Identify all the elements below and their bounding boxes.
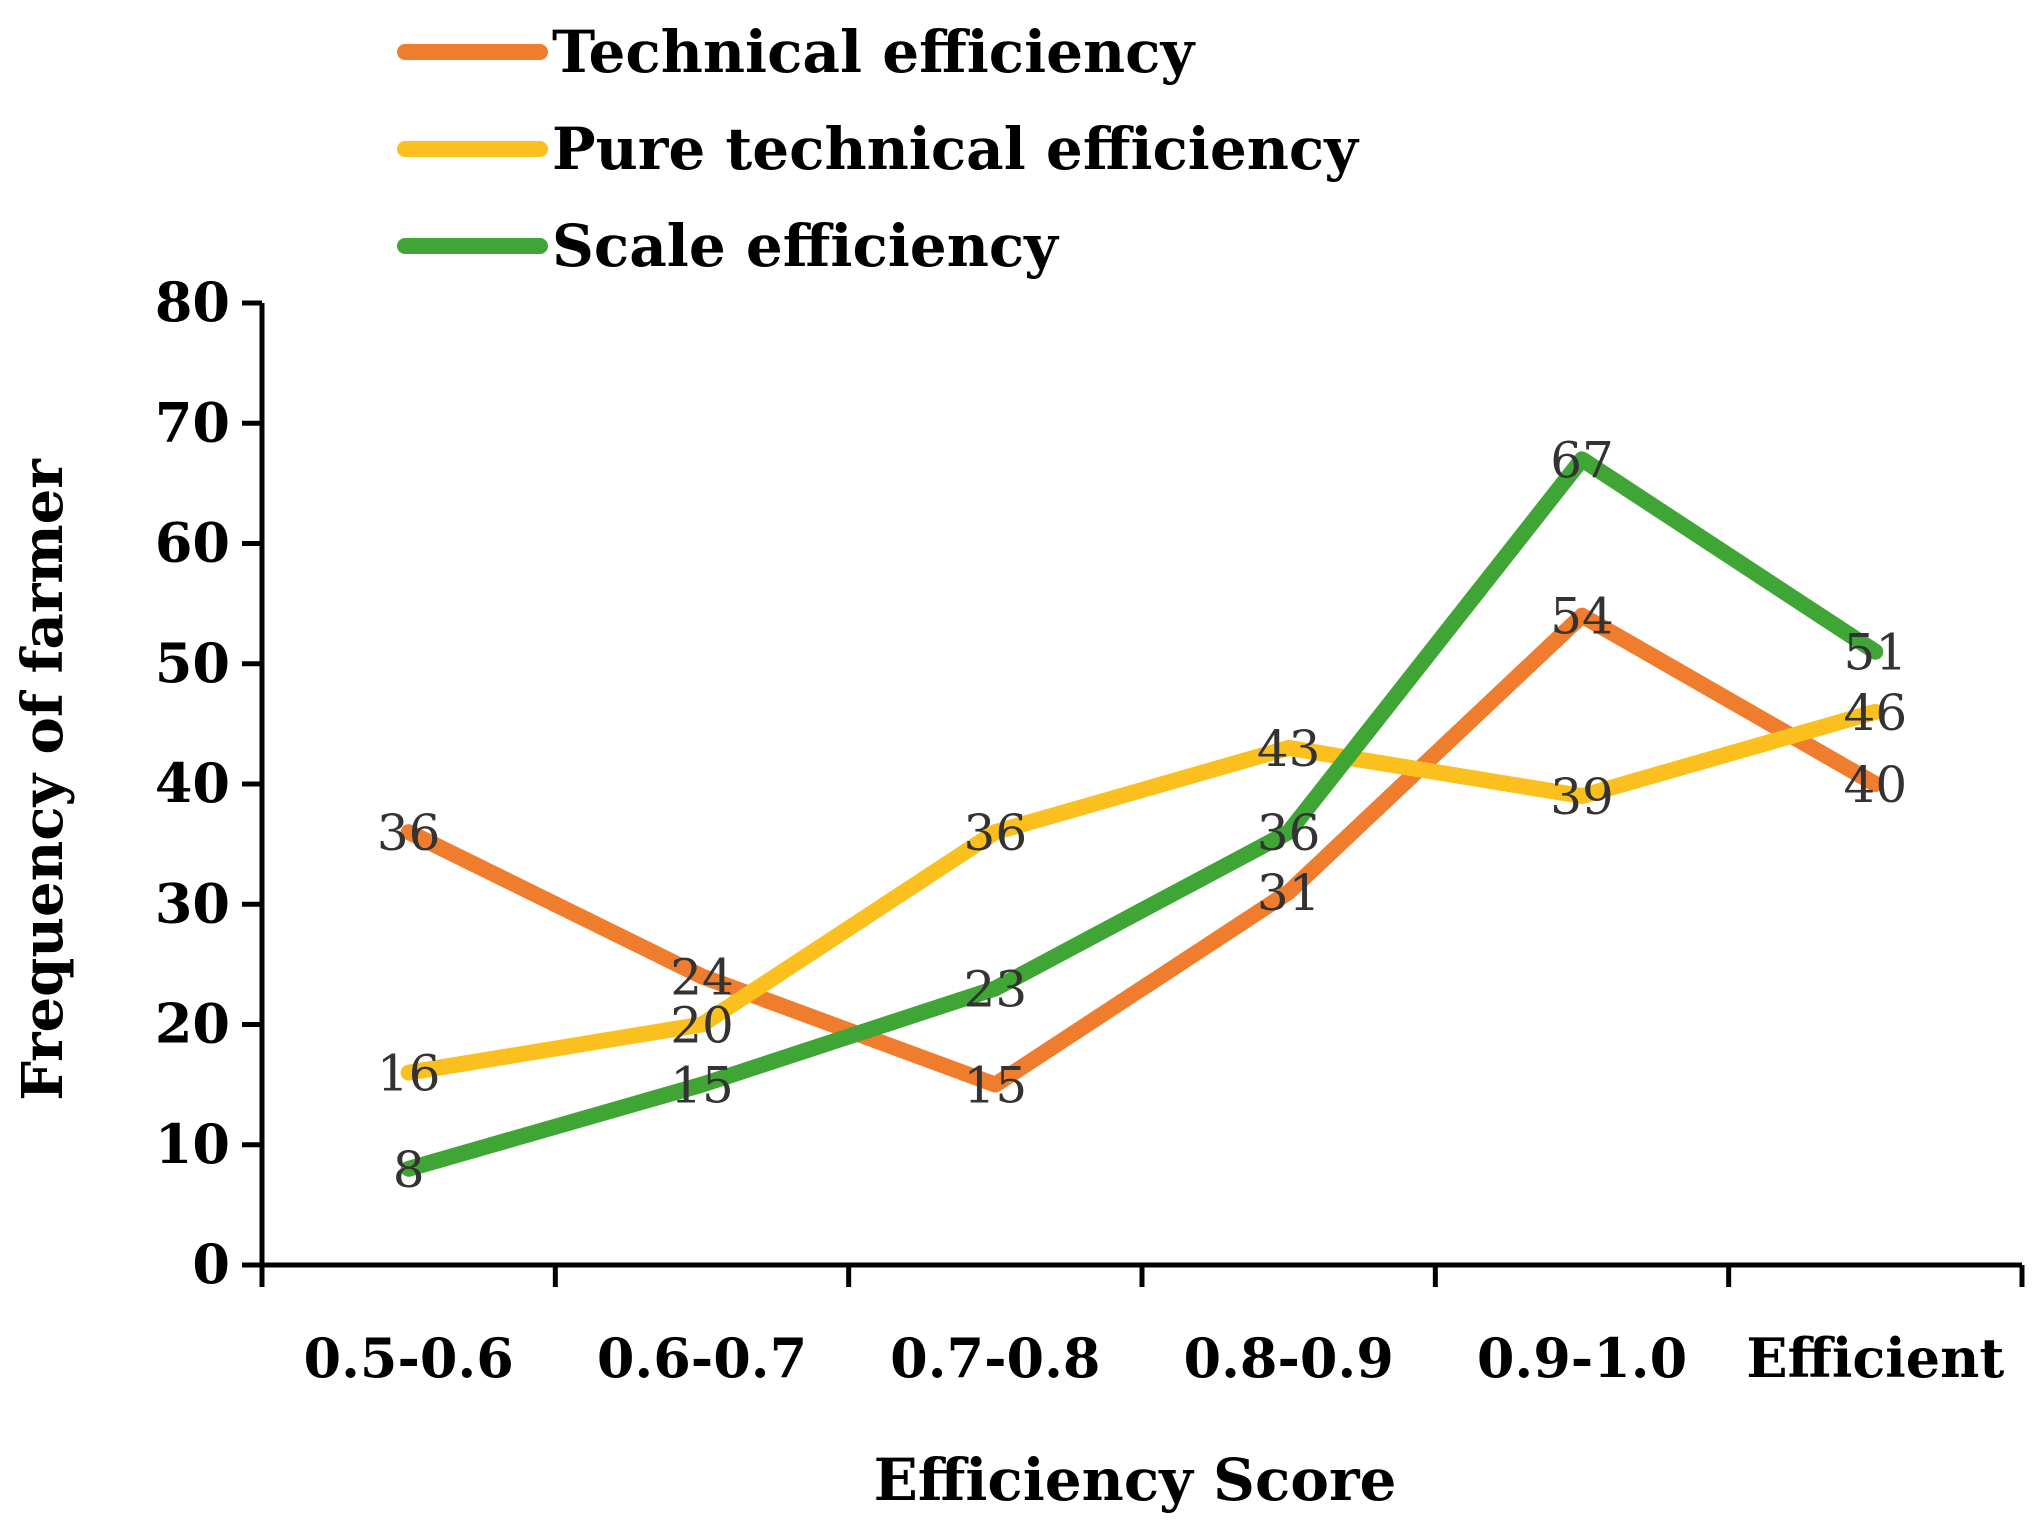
data-label: 39 xyxy=(1550,768,1614,826)
series-line-0 xyxy=(400,607,1884,1093)
y-tick-label: 70 xyxy=(155,390,230,454)
data-label: 24 xyxy=(670,948,734,1006)
axes: 0 10 20 30 40 50 60 70 80 0.5-0.6 0.6-0.7 0.7-0.8 0.… xyxy=(155,270,2025,1390)
y-tick-label: 30 xyxy=(155,871,230,935)
data-label: 46 xyxy=(1844,684,1908,742)
x-tick-label: 0.7-0.8 xyxy=(890,1326,1100,1390)
legend-label-1: Pure technical efficiency xyxy=(552,115,1360,183)
legend-label-0: Technical efficiency xyxy=(552,18,1196,86)
y-tick-label: 80 xyxy=(155,270,230,334)
data-label: 40 xyxy=(1844,756,1908,814)
y-tick-label: 60 xyxy=(155,511,230,575)
data-label: 43 xyxy=(1257,720,1321,778)
x-tick-label: 0.5-0.6 xyxy=(304,1326,514,1390)
data-label: 20 xyxy=(670,997,734,1055)
data-label: 36 xyxy=(1257,804,1321,862)
series-line-2 xyxy=(400,451,1884,1177)
x-tick-label: Efficient xyxy=(1746,1326,2004,1390)
x-tick-label: 0.6-0.7 xyxy=(597,1326,807,1390)
y-tick-label: 40 xyxy=(155,751,230,815)
legend-label-2: Scale efficiency xyxy=(552,212,1060,280)
data-label: 15 xyxy=(670,1057,734,1115)
x-tick-label: 0.8-0.9 xyxy=(1184,1326,1394,1390)
series-line-1 xyxy=(400,703,1884,1081)
y-tick-label: 0 xyxy=(192,1232,230,1296)
data-label: 36 xyxy=(964,804,1028,862)
data-labels: 36 24 15 31 54 40 16 20 36 43 39 46 8 15 23 36 67 51 xyxy=(377,431,1907,1198)
data-label: 36 xyxy=(377,804,441,862)
series-lines xyxy=(400,451,1884,1177)
legend: Technical efficiency Pure technical effic… xyxy=(397,18,1360,280)
data-label: 67 xyxy=(1550,431,1614,489)
data-label: 8 xyxy=(393,1141,425,1199)
data-label: 15 xyxy=(964,1057,1028,1115)
y-axis-title: Frequency of farmer xyxy=(10,458,76,1101)
y-tick-label: 20 xyxy=(155,992,230,1056)
data-label: 31 xyxy=(1257,864,1321,922)
x-axis-title: Efficiency Score xyxy=(874,1446,1397,1514)
x-tick-label: 0.9-1.0 xyxy=(1477,1326,1687,1390)
data-label: 16 xyxy=(377,1045,441,1103)
y-tick-label: 50 xyxy=(155,631,230,695)
data-label: 54 xyxy=(1550,588,1614,646)
data-label: 51 xyxy=(1844,624,1908,682)
y-tick-label: 10 xyxy=(155,1112,230,1176)
data-label: 23 xyxy=(964,960,1028,1018)
